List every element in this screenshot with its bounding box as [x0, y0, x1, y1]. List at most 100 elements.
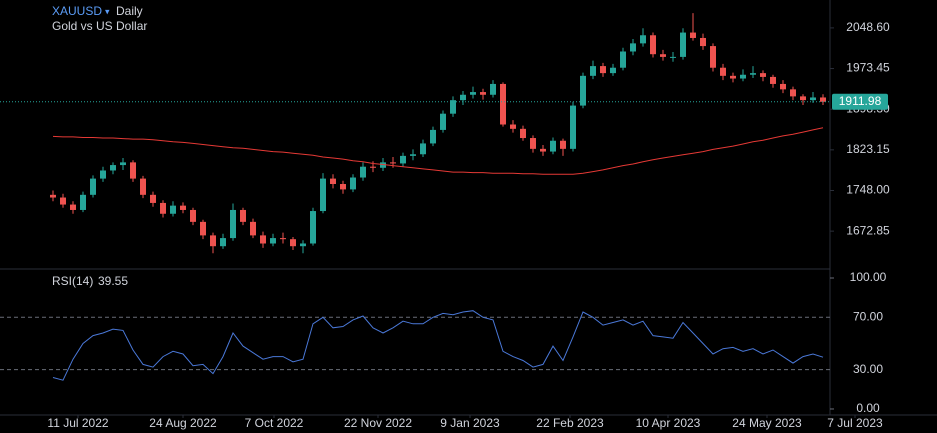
candle-body	[640, 35, 646, 44]
candle-body	[620, 51, 626, 68]
x-tick-label: 7 Oct 2022	[245, 416, 304, 430]
interval[interactable]: Daily	[116, 4, 143, 18]
candle-body	[370, 166, 376, 168]
y-tick-label: 30.00	[853, 362, 883, 376]
candle-body	[90, 178, 96, 195]
candle-body	[300, 243, 306, 247]
last-price-label: 1911.98	[839, 94, 882, 108]
candle-body	[290, 239, 296, 247]
candle-body	[610, 67, 616, 74]
candle-body	[490, 83, 496, 95]
x-tick-label: 22 Nov 2022	[344, 416, 412, 430]
candle-body	[70, 204, 76, 210]
x-tick-label: 9 Jan 2023	[440, 416, 500, 430]
candle-body	[440, 113, 446, 130]
symbol[interactable]: XAUUSD	[52, 4, 102, 18]
candle-body	[110, 165, 116, 171]
y-tick-label: 70.00	[853, 309, 883, 323]
candle-body	[500, 83, 506, 125]
candle-body	[660, 54, 666, 57]
candle-body	[310, 211, 316, 244]
candle-body	[190, 209, 196, 222]
x-tick-label: 11 Jul 2022	[47, 416, 108, 430]
candle-body	[340, 184, 346, 190]
candle-body	[400, 155, 406, 164]
y-tick-label: 1748.00	[846, 183, 890, 197]
y-tick-label: 2048.60	[846, 20, 890, 34]
candle-body	[380, 162, 386, 168]
candle-body	[480, 92, 486, 95]
candle-body	[140, 178, 146, 195]
x-tick-label: 7 Jul 2023	[827, 416, 883, 430]
indicator-value: 39.55	[98, 274, 128, 288]
y-tick-label: 0.00	[856, 401, 880, 415]
x-tick-label: 24 Aug 2022	[149, 416, 217, 430]
x-tick-label: 22 Feb 2023	[536, 416, 604, 430]
candle-body	[220, 238, 226, 247]
candle-body	[200, 221, 206, 236]
last-price-badge	[832, 93, 888, 110]
candle-body	[280, 238, 286, 240]
candle-body	[530, 138, 536, 149]
candle-body	[730, 75, 736, 79]
candle-body	[150, 194, 156, 203]
candle-body	[820, 97, 826, 102]
candle-body	[450, 100, 456, 114]
candle-body	[720, 67, 726, 76]
candle-body	[570, 105, 576, 149]
symbol-dropdown-icon[interactable]: ▾	[105, 6, 110, 16]
x-tick-label: 10 Apr 2023	[636, 416, 701, 430]
candle-body	[770, 76, 776, 84]
candle-body	[230, 209, 236, 239]
candle-body	[60, 197, 66, 205]
candle-body	[760, 73, 766, 77]
y-tick-label: 1672.85	[846, 223, 890, 237]
candle-body	[740, 74, 746, 79]
candle-body	[790, 89, 796, 97]
candle-body	[470, 92, 476, 95]
candle-body	[430, 129, 436, 144]
y-tick-label: 1973.45	[846, 61, 890, 75]
candle-body	[550, 140, 556, 152]
candle-body	[250, 221, 256, 236]
candle-body	[580, 75, 586, 106]
rsi-line	[52, 310, 824, 381]
candle-body	[590, 66, 596, 76]
candle-body	[560, 140, 566, 149]
candle-body	[160, 202, 166, 214]
candle-body	[210, 235, 216, 247]
indicator-title: RSI(14)	[52, 274, 93, 288]
candle-body	[460, 94, 466, 101]
candle-body	[700, 37, 706, 47]
candle-body	[260, 235, 266, 244]
x-tick-label: 24 May 2023	[732, 416, 802, 430]
candle-body	[710, 46, 716, 68]
candle-body	[80, 194, 86, 210]
candle-body	[180, 205, 186, 210]
candle-body	[360, 166, 366, 178]
candle-body	[410, 154, 416, 156]
candle-body	[540, 148, 546, 152]
candle-body	[510, 124, 516, 129]
candle-body	[100, 170, 106, 179]
candle-body	[680, 32, 686, 57]
candle-body	[130, 162, 136, 179]
candle-body	[600, 66, 606, 74]
candle-body	[690, 32, 696, 38]
y-tick-label: 100.00	[850, 270, 887, 284]
moving-average-line	[52, 127, 824, 175]
candle-body	[650, 35, 656, 55]
candle-body	[630, 43, 636, 52]
candle-body	[750, 73, 756, 75]
candle-body	[810, 97, 816, 101]
y-tick-label: 1823.15	[846, 142, 890, 156]
candle-body	[330, 178, 336, 185]
candle-body	[800, 96, 806, 101]
candle-body	[420, 143, 426, 155]
candle-body	[780, 83, 786, 90]
candle-body	[350, 177, 356, 190]
candle-body	[390, 162, 396, 164]
